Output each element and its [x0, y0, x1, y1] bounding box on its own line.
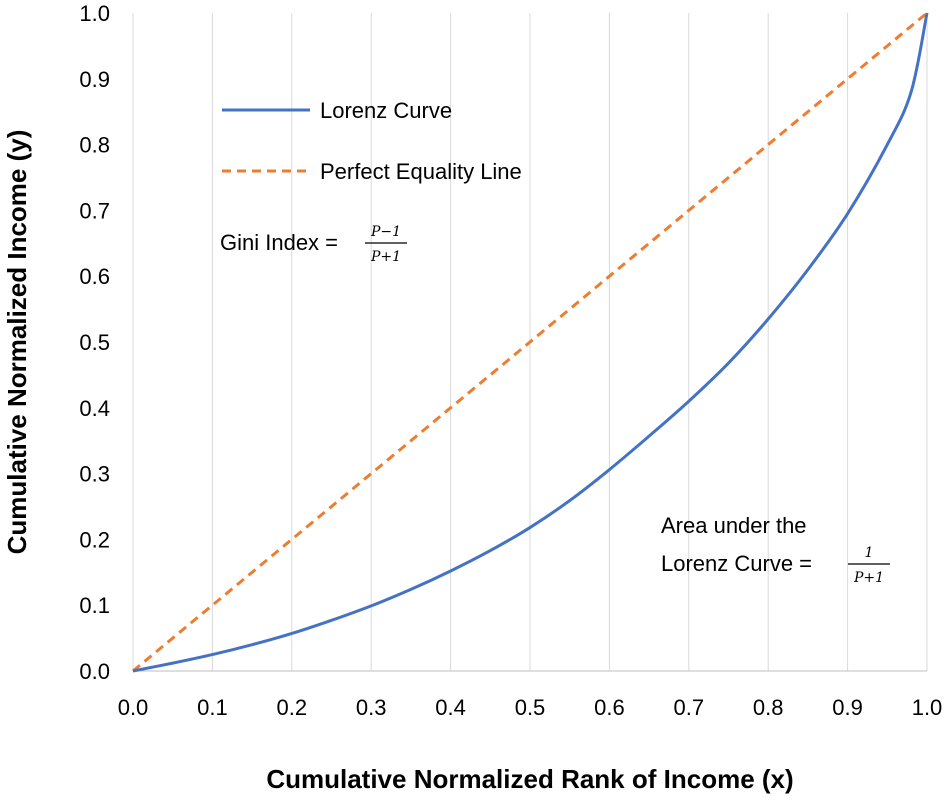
- x-tick-label: 0.6: [594, 695, 625, 720]
- lorenz-curve-line: [132, 12, 929, 673]
- x-tick-label: 1.0: [912, 695, 943, 720]
- gini-denominator: P+1: [370, 249, 401, 265]
- y-tick-label: 0.3: [79, 462, 110, 487]
- legend: Lorenz Curve Perfect Equality Line: [222, 98, 522, 184]
- y-tick-label: 1.0: [79, 1, 110, 26]
- series-lines: [132, 11, 929, 673]
- y-tick-label: 0.7: [79, 198, 110, 223]
- y-tick-label: 0.8: [79, 133, 110, 158]
- y-tick-label: 0.5: [79, 330, 110, 355]
- area-annotation: Area under the Lorenz Curve = 1 P+1: [661, 513, 890, 586]
- gini-numerator: P−1: [370, 224, 401, 240]
- x-tick-label: 0.8: [753, 695, 784, 720]
- area-label-line1: Area under the: [661, 513, 807, 538]
- y-axis-title: Cumulative Normalized Income (y): [2, 130, 32, 555]
- area-denominator: P+1: [853, 570, 884, 586]
- legend-label-equality: Perfect Equality Line: [320, 159, 522, 184]
- x-tick-label: 0.9: [832, 695, 863, 720]
- y-tick-label: 0.2: [79, 527, 110, 552]
- x-tick-label: 0.4: [435, 695, 466, 720]
- x-tick-label: 0.3: [356, 695, 387, 720]
- legend-label-lorenz: Lorenz Curve: [320, 98, 452, 123]
- gini-annotation: Gini Index = P−1 P+1: [220, 224, 407, 265]
- y-tick-label: 0.9: [79, 67, 110, 92]
- y-tick-label: 0.1: [79, 593, 110, 618]
- area-label-line2: Lorenz Curve =: [661, 551, 812, 576]
- x-tick-labels: 0.0 0.1 0.2 0.3 0.4 0.5 0.6 0.7 0.8 0.9 1.0: [118, 695, 943, 720]
- x-tick-label: 0.0: [118, 695, 149, 720]
- area-numerator: 1: [865, 545, 874, 561]
- y-tick-label: 0.0: [79, 659, 110, 684]
- x-axis-title: Cumulative Normalized Rank of Income (x): [266, 764, 793, 794]
- y-tick-label: 0.4: [79, 396, 110, 421]
- x-tick-label: 0.1: [197, 695, 228, 720]
- equality-line: [132, 11, 928, 673]
- x-tick-label: 0.2: [277, 695, 308, 720]
- x-tick-label: 0.5: [515, 695, 546, 720]
- y-tick-labels: 0.0 0.1 0.2 0.3 0.4 0.5 0.6 0.7 0.8 0.9 1.0: [79, 1, 110, 684]
- y-tick-label: 0.6: [79, 264, 110, 289]
- gini-label: Gini Index =: [220, 230, 338, 255]
- x-tick-label: 0.7: [674, 695, 705, 720]
